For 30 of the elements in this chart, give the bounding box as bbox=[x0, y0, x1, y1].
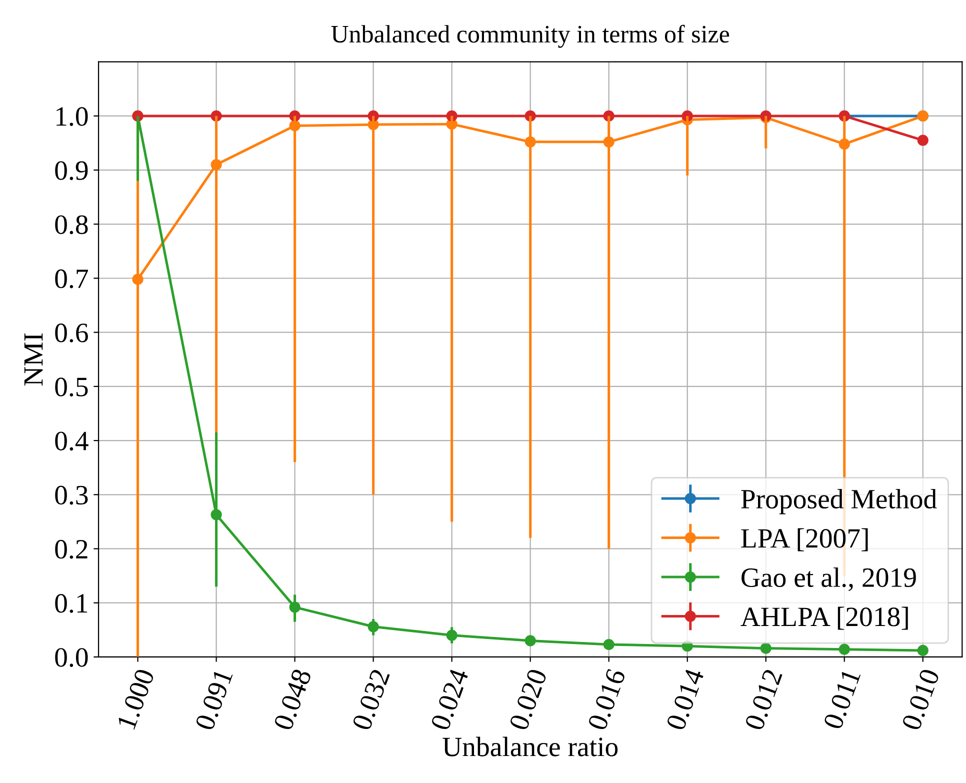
x-tick-label: 0.012 bbox=[744, 668, 783, 732]
x-axis-title: Unbalance ratio bbox=[442, 736, 618, 756]
x-tick-label: 0.016 bbox=[587, 668, 626, 732]
x-tick-label: 0.011 bbox=[823, 668, 861, 730]
x-tick-label: 0.024 bbox=[430, 667, 470, 732]
point bbox=[917, 134, 928, 146]
legend-label: Gao et al., 2019 bbox=[742, 567, 916, 592]
legend-label: Proposed Method bbox=[741, 489, 937, 514]
chart-title: Unbalanced community in terms of size bbox=[331, 24, 730, 48]
y-tick-label: 0.7 bbox=[55, 269, 88, 288]
y-tick-label: 0.4 bbox=[55, 432, 88, 451]
y-tick-label: 0.5 bbox=[55, 378, 88, 396]
y-tick-label: 0.3 bbox=[55, 486, 88, 505]
x-tick-label: 0.091 bbox=[194, 668, 234, 732]
y-tick-label: 1.0 bbox=[56, 107, 88, 126]
y-tick-label: 0.2 bbox=[55, 540, 88, 559]
x-tick-label: 0.032 bbox=[352, 668, 390, 732]
x-tick-label: 0.020 bbox=[508, 668, 548, 732]
x-tick-label: 0.014 bbox=[666, 667, 705, 732]
y-tick-label: 0.0 bbox=[55, 648, 88, 667]
y-tick-label: 0.9 bbox=[55, 161, 88, 180]
y-tick-label: 0.8 bbox=[55, 215, 88, 234]
y-tick-label: 0.6 bbox=[55, 324, 88, 342]
x-tick-label: 1.000 bbox=[116, 668, 155, 730]
y-tick-label: 0.1 bbox=[55, 594, 88, 613]
legend-label: LPA [2007] bbox=[741, 528, 868, 552]
x-tick-label: 0.048 bbox=[273, 668, 312, 732]
y-axis-title: NMI bbox=[24, 333, 43, 386]
x-tick-label: 0.010 bbox=[901, 668, 940, 732]
legend-label: AHLPA [2018] bbox=[740, 606, 908, 630]
